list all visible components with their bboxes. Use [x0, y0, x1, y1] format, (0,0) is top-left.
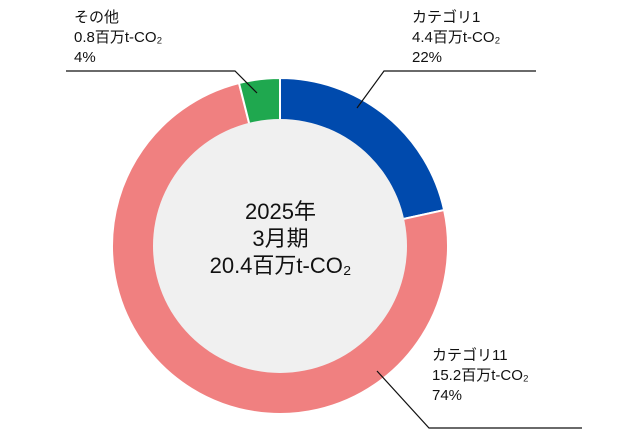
leader-category11	[376, 370, 582, 429]
slice-label-category11: カテゴリ11 15.2百万t-CO₂ 74%	[432, 346, 529, 406]
donut-hole	[153, 119, 407, 373]
slice-name: カテゴリ11	[432, 347, 508, 364]
leader-lines	[66, 70, 582, 429]
slice-name: その他	[74, 9, 120, 26]
slice-percent: 74%	[432, 387, 463, 404]
leader-category1	[356, 70, 536, 109]
center-label: 2025年 3月期 20.4百万t-CO₂	[178, 198, 383, 279]
center-label-year: 2025年	[245, 199, 316, 224]
slice-value: 4.4百万t-CO₂	[412, 29, 501, 46]
slice-value: 15.2百万t-CO₂	[432, 367, 529, 384]
center-label-total: 20.4百万t-CO₂	[209, 253, 352, 278]
slice-percent: 4%	[74, 49, 96, 66]
center-label-period: 3月期	[252, 226, 309, 251]
slice-label-category1: カテゴリ1 4.4百万t-CO₂ 22%	[412, 8, 500, 68]
slice-label-other: その他 0.8百万t-CO₂ 4%	[74, 8, 162, 68]
slice-percent: 22%	[412, 49, 443, 66]
leader-other	[66, 70, 258, 94]
slice-name: カテゴリ1	[412, 9, 481, 26]
slice-value: 0.8百万t-CO₂	[74, 29, 163, 46]
